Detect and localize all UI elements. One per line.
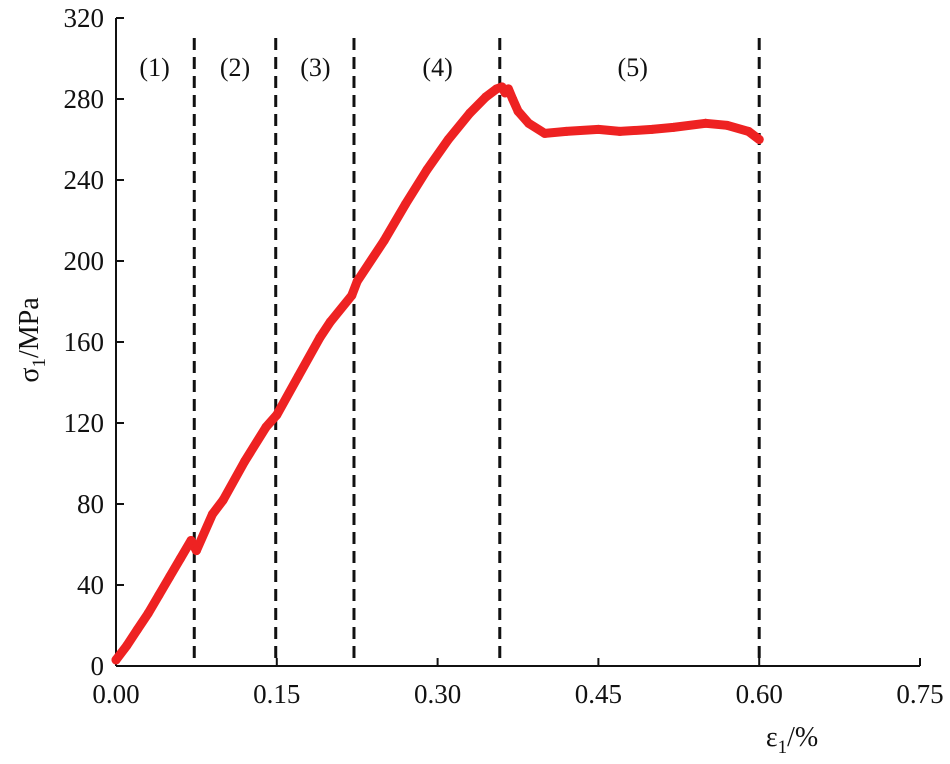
data-point <box>186 535 196 545</box>
data-point <box>143 608 153 618</box>
region-dividers <box>192 38 761 666</box>
y-tick-label: 120 <box>64 408 105 438</box>
series-group <box>111 82 764 665</box>
data-point <box>165 572 175 582</box>
region-labels: (1) (2) (3) (4) (5) <box>139 53 647 82</box>
data-point <box>272 410 282 420</box>
data-point <box>743 126 753 136</box>
data-point <box>465 108 475 118</box>
data-point <box>175 554 185 564</box>
y-tick-label: 40 <box>77 570 104 600</box>
data-point <box>379 236 389 246</box>
data-point <box>443 135 453 144</box>
y-tick-label: 0 <box>91 651 105 681</box>
data-point <box>508 94 518 104</box>
x-tick-label: 0.45 <box>575 679 622 709</box>
data-point <box>352 276 362 286</box>
y-tick-label: 80 <box>77 489 104 519</box>
x-tick-label: 0.15 <box>253 679 300 709</box>
region-label: (4) <box>422 53 452 82</box>
y-tick-label: 240 <box>64 165 105 195</box>
data-point <box>540 128 550 138</box>
y-tick-label: 200 <box>64 246 105 276</box>
data-point <box>111 655 121 665</box>
data-point <box>132 625 142 635</box>
data-point <box>593 124 603 134</box>
data-point <box>754 135 764 144</box>
data-point <box>422 165 432 175</box>
region-label: (1) <box>139 53 169 82</box>
region-label: (5) <box>618 53 648 82</box>
data-point <box>400 199 410 209</box>
data-point <box>513 106 523 116</box>
region-label: (2) <box>220 53 250 82</box>
x-tick-label: 0.60 <box>736 679 783 709</box>
x-tick-label: 0.00 <box>92 679 139 709</box>
data-point <box>122 641 132 651</box>
data-point <box>315 333 325 343</box>
data-point <box>481 92 491 102</box>
data-point <box>524 118 534 128</box>
data-point <box>647 124 657 134</box>
x-axis-title: ε1/% <box>766 722 818 758</box>
x-tick-label: 0.75 <box>896 679 943 709</box>
y-axis-title: σ1/MPa <box>14 297 50 383</box>
data-point <box>261 422 271 432</box>
data-point <box>722 120 732 130</box>
data-point <box>240 456 250 466</box>
data-point <box>701 118 711 128</box>
data-point <box>668 122 678 132</box>
data-point <box>561 126 571 136</box>
data-point <box>218 495 228 505</box>
data-point <box>325 317 335 327</box>
y-tick-label: 320 <box>64 3 105 33</box>
x-tick-label: 0.30 <box>414 679 461 709</box>
region-label: (3) <box>300 53 330 82</box>
data-point <box>293 371 303 381</box>
data-point <box>154 590 164 600</box>
axes: 0 40 80 120 160 200 240 280 320 0.00 0.15 0.30 0.45 0… <box>64 3 944 709</box>
y-tick-label: 160 <box>64 327 105 357</box>
data-point <box>191 546 201 556</box>
data-point <box>615 126 625 136</box>
y-tick-label: 280 <box>64 84 105 114</box>
data-point <box>207 509 217 519</box>
data-point <box>503 84 513 94</box>
stress-strain-curve <box>111 82 764 665</box>
data-point <box>347 290 357 300</box>
